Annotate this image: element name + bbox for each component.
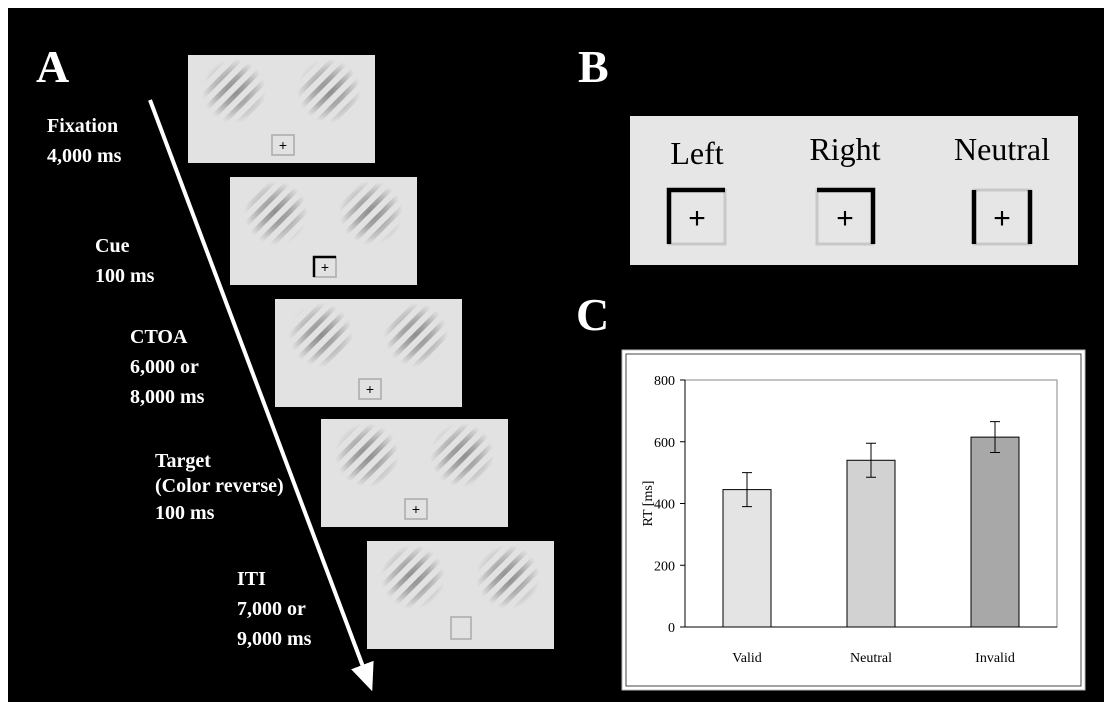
step-label: CTOA	[130, 326, 188, 348]
panel-label: A	[36, 41, 69, 92]
x-tick-label: Invalid	[975, 651, 1015, 666]
step-label: 6,000 or	[130, 356, 199, 378]
step-label: 8,000 ms	[130, 386, 205, 408]
bar	[847, 460, 895, 627]
grating-patch	[202, 59, 266, 123]
step-label: Target	[155, 450, 211, 472]
cue-label: Neutral	[954, 131, 1050, 167]
grating	[289, 303, 353, 367]
figure: A B C + + + + Fixation 4,000 ms Cue 100 ms CTOA 6,00…	[0, 0, 1112, 702]
cue-label: Left	[670, 135, 723, 171]
grating-patch	[297, 59, 361, 123]
grating	[476, 545, 540, 609]
grating	[244, 181, 308, 245]
bar	[971, 437, 1019, 627]
panel-label: C	[576, 289, 609, 340]
cue-cross: +	[836, 202, 854, 235]
step-label: 7,000 or	[237, 598, 306, 620]
grating	[339, 181, 403, 245]
y-tick-label: 200	[654, 559, 675, 574]
step-label: Cue	[95, 235, 130, 257]
panel-label: B	[578, 41, 609, 92]
y-tick-label: 0	[668, 621, 675, 636]
y-axis-label: RT [ms]	[641, 481, 656, 527]
y-tick-label: 800	[654, 374, 675, 389]
fixation-cross: +	[279, 137, 287, 153]
grating-patch	[339, 181, 403, 245]
fixation-cross: +	[412, 501, 420, 517]
step-label: 9,000 ms	[237, 628, 312, 650]
fixation-cross: +	[321, 259, 329, 275]
y-tick-label: 600	[654, 436, 675, 451]
grating	[202, 59, 266, 123]
grating	[297, 59, 361, 123]
grating-patch	[289, 303, 353, 367]
cue-label: Right	[809, 131, 880, 167]
step-label: 4,000 ms	[47, 145, 122, 167]
grating	[430, 423, 494, 487]
bar	[723, 490, 771, 627]
grating-patch	[384, 303, 448, 367]
step-label: 100 ms	[155, 502, 215, 524]
grating	[335, 423, 399, 487]
cue-cross: +	[688, 202, 706, 235]
grating-patch	[381, 545, 445, 609]
grating	[381, 545, 445, 609]
grating	[384, 303, 448, 367]
grating-patch	[335, 423, 399, 487]
grating-patch	[476, 545, 540, 609]
fixation-cross: +	[366, 381, 374, 397]
x-tick-label: Valid	[732, 651, 762, 666]
y-tick-label: 400	[654, 498, 675, 513]
grating-patch	[244, 181, 308, 245]
step-label: Fixation	[47, 115, 118, 137]
grating-patch	[430, 423, 494, 487]
cue-cross: +	[993, 202, 1011, 235]
x-tick-label: Neutral	[850, 651, 892, 666]
step-label: ITI	[237, 568, 266, 590]
step-label: 100 ms	[95, 265, 155, 287]
step-label: (Color reverse)	[155, 475, 284, 497]
